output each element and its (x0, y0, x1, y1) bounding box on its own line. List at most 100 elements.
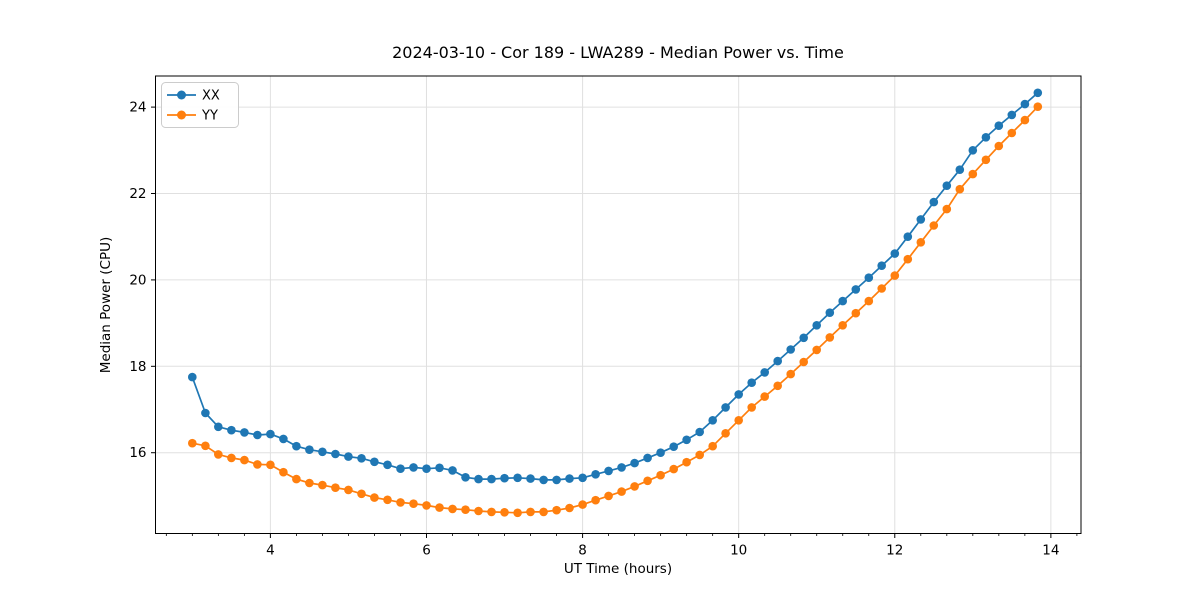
data-point-yy (695, 450, 704, 460)
series-yy (188, 102, 1043, 518)
data-point-xx (721, 403, 730, 412)
x-tick-label: 4 (266, 543, 275, 559)
data-point-xx (539, 475, 548, 485)
data-point-yy (669, 464, 678, 474)
data-point-xx (734, 390, 743, 399)
data-point-xx (214, 422, 223, 432)
data-point-xx (838, 296, 847, 306)
data-point-xx (825, 308, 835, 318)
data-point-xx (383, 460, 392, 470)
data-point-yy (630, 482, 639, 491)
data-point-xx (188, 372, 197, 382)
data-point-yy (955, 184, 965, 194)
series-layer (188, 88, 1043, 518)
data-point-xx (591, 470, 600, 479)
data-point-xx (942, 181, 952, 190)
data-point-xx (669, 442, 678, 452)
data-point-xx (422, 464, 431, 474)
data-point-yy (838, 321, 847, 330)
data-point-xx (1033, 88, 1043, 98)
data-point-yy (318, 480, 327, 490)
data-point-xx (773, 356, 782, 366)
data-point-xx (929, 197, 939, 207)
legend-box (161, 82, 239, 128)
data-point-yy (708, 441, 717, 451)
data-point-xx (435, 463, 444, 473)
data-point-yy (903, 254, 913, 264)
data-point-xx (682, 435, 691, 445)
data-point-xx (266, 429, 275, 439)
data-point-yy (240, 455, 249, 465)
data-point-yy (968, 169, 978, 179)
data-point-xx (656, 448, 665, 458)
data-point-yy (201, 441, 210, 451)
data-point-xx (513, 473, 522, 483)
data-point-xx (240, 428, 249, 437)
data-point-yy (591, 495, 600, 505)
data-point-xx (968, 146, 978, 155)
data-point-yy (188, 438, 197, 448)
data-point-xx (760, 368, 769, 377)
x-tick-label: 14 (1042, 543, 1059, 559)
legend-entry-yy: YY (167, 109, 218, 124)
data-point-xx (812, 321, 821, 330)
data-point-yy (877, 284, 886, 293)
data-point-yy (461, 505, 470, 514)
y-tick-label: 24 (129, 100, 146, 116)
data-point-yy (227, 453, 236, 463)
series-line-xx (191, 92, 1039, 481)
data-point-yy (864, 296, 874, 306)
data-point-xx (799, 333, 808, 343)
data-point-yy (942, 204, 952, 214)
data-point-yy (565, 503, 574, 513)
data-point-yy (448, 504, 457, 514)
data-point-xx (461, 473, 470, 482)
data-point-yy (981, 155, 991, 165)
data-point-xx (201, 408, 210, 418)
data-point-xx (708, 416, 717, 425)
data-point-xx (617, 463, 626, 472)
data-point-xx (578, 473, 587, 483)
data-point-yy (773, 381, 782, 391)
y-axis-label: Median Power (CPU) (98, 237, 114, 373)
data-point-xx (279, 434, 288, 444)
data-point-xx (864, 273, 874, 283)
data-point-yy (214, 450, 223, 459)
data-point-yy (1033, 102, 1043, 111)
data-point-xx (1007, 110, 1017, 120)
data-point-yy (656, 470, 665, 480)
legend-label-xx: XX (202, 89, 220, 104)
data-point-xx (630, 458, 639, 468)
data-point-xx (344, 452, 353, 461)
data-point-yy (474, 506, 483, 516)
data-point-xx (851, 285, 861, 294)
data-point-yy (253, 460, 262, 469)
plot-border (155, 75, 1082, 534)
data-point-yy (812, 345, 821, 355)
data-point-yy (617, 487, 626, 496)
data-point-yy (851, 308, 861, 318)
data-point-yy (292, 474, 301, 484)
x-axis-label: UT Time (hours) (564, 561, 672, 577)
series-xx (188, 88, 1043, 485)
data-point-xx (916, 215, 926, 224)
legend-marker-yy (177, 110, 186, 120)
data-point-yy (994, 141, 1004, 151)
data-point-xx (396, 464, 405, 474)
data-point-xx (994, 121, 1004, 130)
data-point-yy (578, 500, 587, 509)
y-tick-label: 20 (129, 272, 146, 288)
data-point-yy (721, 429, 730, 438)
data-point-yy (916, 238, 926, 247)
data-point-yy (435, 503, 444, 512)
data-point-yy (370, 493, 379, 502)
data-point-yy (552, 505, 561, 515)
data-point-xx (955, 165, 965, 174)
data-point-xx (981, 133, 991, 142)
data-point-xx (253, 430, 262, 440)
data-point-yy (305, 478, 314, 488)
legend-marker-xx (177, 90, 186, 100)
data-point-yy (1007, 128, 1017, 138)
data-point-xx (500, 473, 509, 483)
data-point-xx (565, 474, 574, 483)
